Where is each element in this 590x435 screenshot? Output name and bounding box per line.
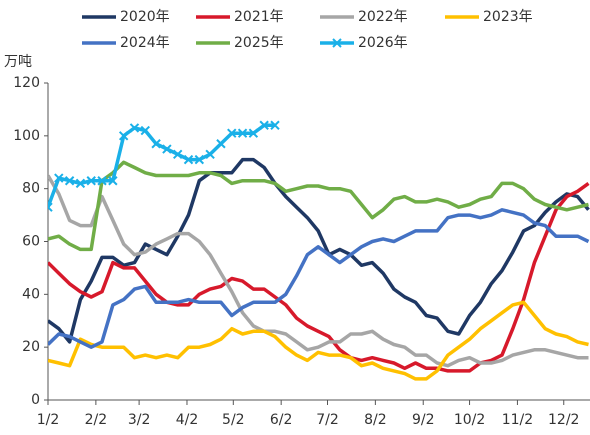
series-marker — [270, 120, 280, 130]
series-line — [48, 181, 590, 373]
x-tick-label: 11/2 — [502, 412, 533, 428]
legend-label: 2024年 — [120, 35, 170, 51]
series-marker — [48, 202, 53, 212]
series-line — [48, 157, 590, 344]
series-marker — [129, 123, 140, 133]
legend-marker — [332, 38, 342, 48]
series-marker — [151, 139, 161, 149]
legend-label: 2020年 — [120, 9, 170, 25]
legend-label: 2023年 — [483, 9, 533, 25]
series-line — [48, 300, 589, 381]
series-marker — [97, 176, 107, 186]
series-marker — [183, 154, 194, 165]
x-tick-label: 2/2 — [85, 412, 108, 428]
x-tick-label: 3/2 — [128, 412, 151, 428]
legend-label: 2026年 — [358, 35, 408, 51]
x-tick-label: 4/2 — [176, 412, 199, 428]
series-marker — [75, 178, 86, 189]
series-marker — [118, 131, 129, 141]
series-line — [48, 123, 275, 208]
legend-label: 2021年 — [234, 9, 284, 25]
series-marker — [162, 144, 172, 154]
x-tick-label: 8/2 — [364, 412, 387, 428]
series-marker — [108, 176, 118, 186]
y-tick-label: 20 — [22, 339, 40, 355]
x-tick-label: 7/2 — [316, 412, 339, 428]
series-line — [48, 160, 589, 252]
series-marker — [248, 128, 259, 138]
series-marker — [64, 176, 75, 186]
series-marker — [227, 128, 237, 138]
legend-label: 2025年 — [234, 35, 284, 51]
y-tick-label: 0 — [31, 392, 40, 408]
x-tick-label: 10/2 — [454, 412, 485, 428]
series-marker — [259, 120, 269, 130]
series-line — [48, 174, 589, 368]
y-tick-label: 100 — [13, 128, 40, 144]
series-marker — [54, 173, 64, 183]
legend-label: 2022年 — [358, 9, 408, 25]
x-tick-label: 6/2 — [270, 412, 293, 428]
series-marker — [173, 149, 183, 160]
y-tick-label: 120 — [13, 75, 40, 91]
x-tick-label: 9/2 — [412, 412, 435, 428]
y-tick-label: 60 — [22, 234, 40, 250]
series-marker — [86, 176, 96, 186]
x-tick-label: 5/2 — [222, 412, 245, 428]
y-tick-label: 40 — [22, 286, 40, 302]
series-marker — [194, 154, 205, 165]
plot — [48, 120, 590, 381]
x-tick-label: 12/2 — [548, 412, 579, 428]
x-tick-label: 1/2 — [37, 412, 60, 428]
series-marker — [216, 139, 226, 149]
y-axis-label: 万吨 — [4, 54, 32, 70]
series-marker — [237, 128, 248, 138]
series-marker — [205, 149, 215, 160]
series-marker — [140, 125, 150, 136]
series-line — [48, 208, 590, 349]
y-tick-label: 80 — [22, 181, 40, 197]
